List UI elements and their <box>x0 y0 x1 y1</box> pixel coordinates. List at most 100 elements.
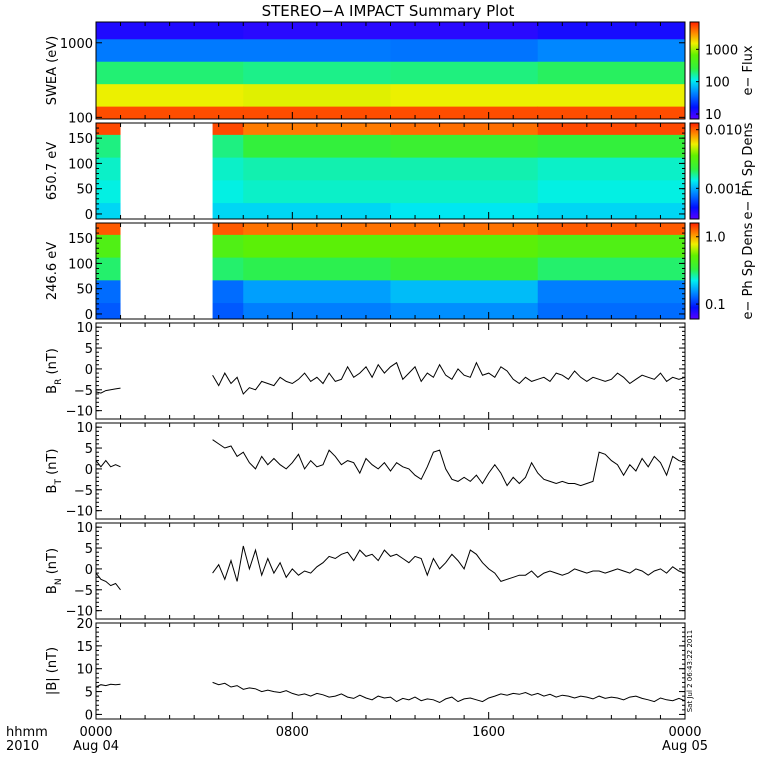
y-axis-label: BN (nT) <box>45 548 64 594</box>
panel-pad246: 0 50 100 150 246.6 eV 0.1 1.0 e− Ph Sp Dens <box>45 222 756 323</box>
y-tick-label: 10 <box>76 521 93 536</box>
heatmap-cell <box>243 123 391 135</box>
y-tick-label: 10 <box>76 663 93 678</box>
heatmap-cell <box>537 279 685 304</box>
y-axis-label: |B| (nT) <box>45 647 60 695</box>
y-axis-label: BR (nT) <box>45 348 64 394</box>
y-label-subscript: R <box>54 379 64 385</box>
colorbar <box>689 222 700 320</box>
heatmap-cell <box>243 302 391 319</box>
heatmap-cells <box>96 223 685 319</box>
heatmap-cells <box>96 22 685 119</box>
x-tick-label: 1600 <box>472 725 505 740</box>
heatmap-cell <box>390 83 539 107</box>
heatmap-cell <box>243 202 391 219</box>
magnetic-field-trace <box>212 545 686 582</box>
y-label-subscript: T <box>54 479 64 486</box>
y-tick-label: 50 <box>76 283 93 298</box>
magnetic-field-trace <box>95 459 121 468</box>
x-tick-label: 0000 <box>668 725 701 740</box>
heatmap-cell <box>537 123 685 135</box>
heatmap-cell <box>390 223 539 235</box>
timestamp-label: Sat Jul 2 06:43:22 2011 <box>686 630 694 713</box>
heatmap-cell <box>390 234 539 258</box>
x-axis-row-label: hhmm <box>6 725 48 740</box>
heatmap-cell <box>537 134 685 158</box>
heatmap-cell <box>537 83 685 107</box>
y-axis-label: 650.7 eV <box>45 142 60 200</box>
colorbar-tick-label: 0.010 <box>705 124 742 139</box>
heatmap-cell <box>96 38 244 62</box>
y-tick-label: 100 <box>68 157 93 172</box>
heatmap-cell <box>537 302 685 319</box>
panel-bn: −10 −5 0 5 10 BN (nT) <box>45 521 686 620</box>
colorbar-label: e− Flux <box>741 45 756 95</box>
y-label-part: 650.7 eV <box>45 142 60 200</box>
magnetic-field-trace <box>212 361 686 395</box>
y-tick-label: 0 <box>85 463 93 478</box>
y-tick-label: 20 <box>76 617 93 632</box>
heatmap-cell <box>537 38 685 62</box>
heatmap-cell <box>390 179 539 204</box>
heatmap-cell <box>537 179 685 204</box>
y-tick-label: 100 <box>68 111 93 126</box>
colorbar-label: e− Ph Sp Dens <box>741 222 756 319</box>
y-tick-label: 10 <box>76 421 93 436</box>
magnetic-field-trace <box>95 683 121 688</box>
y-tick-label: 0 <box>85 208 93 223</box>
magnetic-field-trace <box>95 572 121 591</box>
magnetic-field-trace <box>212 439 686 487</box>
y-tick-label: 10 <box>76 321 93 336</box>
x-tick-label: 0000 <box>79 725 112 740</box>
colorbar <box>689 21 700 120</box>
colorbar-tick-label: 0.1 <box>705 298 726 313</box>
y-tick-label: −10 <box>66 605 93 620</box>
heatmap-cell <box>390 38 539 62</box>
colorbar-tick-label: 1.0 <box>705 231 726 246</box>
data-gap <box>120 223 213 319</box>
heatmap-cell <box>390 302 539 319</box>
y-label-part: (nT) <box>45 548 60 578</box>
magnetic-field-trace <box>212 681 686 704</box>
y-tick-label: 15 <box>76 640 93 655</box>
y-label-part: (nT) <box>45 348 60 378</box>
heatmap-cell <box>537 61 685 85</box>
y-tick-label: 150 <box>68 132 93 147</box>
heatmap-cell <box>243 83 391 107</box>
heatmap-cell <box>390 123 539 135</box>
heatmap-cells <box>96 123 685 219</box>
y-tick-label: 5 <box>85 686 93 701</box>
plot-title: STEREO−A IMPACT Summary Plot <box>262 2 515 20</box>
panel-bmag: 0 5 10 15 20 |B| (nT) <box>45 617 686 723</box>
y-tick-label: 5 <box>85 342 93 357</box>
x-axis-row-label: 2010 <box>6 739 39 754</box>
heatmap-cell <box>96 83 244 107</box>
y-tick-label: −5 <box>74 384 93 399</box>
y-label-part: |B| (nT) <box>45 647 60 695</box>
heatmap-cell <box>243 257 391 281</box>
heatmap-cell <box>390 106 539 119</box>
heatmap-cell <box>243 223 391 235</box>
heatmap-cell <box>537 22 685 40</box>
heatmap-cell <box>243 106 391 119</box>
y-tick-label: 0 <box>85 363 93 378</box>
panel-frame <box>95 622 686 720</box>
y-tick-label: 0 <box>85 308 93 323</box>
colorbar-tick-label: 1000 <box>705 43 738 58</box>
heatmap-cell <box>537 223 685 235</box>
heatmap-cell <box>96 61 244 85</box>
x-tick-date-label: Aug 04 <box>73 739 119 754</box>
y-axis-label: SWEA (eV) <box>45 36 60 105</box>
data-gap <box>120 123 213 219</box>
heatmap-cell <box>243 134 391 158</box>
heatmap-cell <box>243 157 391 181</box>
y-tick-label: 5 <box>85 542 93 557</box>
y-tick-label: −10 <box>66 505 93 520</box>
heatmap-cell <box>537 202 685 219</box>
y-tick-label: 5 <box>85 442 93 457</box>
y-label-part: (nT) <box>45 449 60 479</box>
